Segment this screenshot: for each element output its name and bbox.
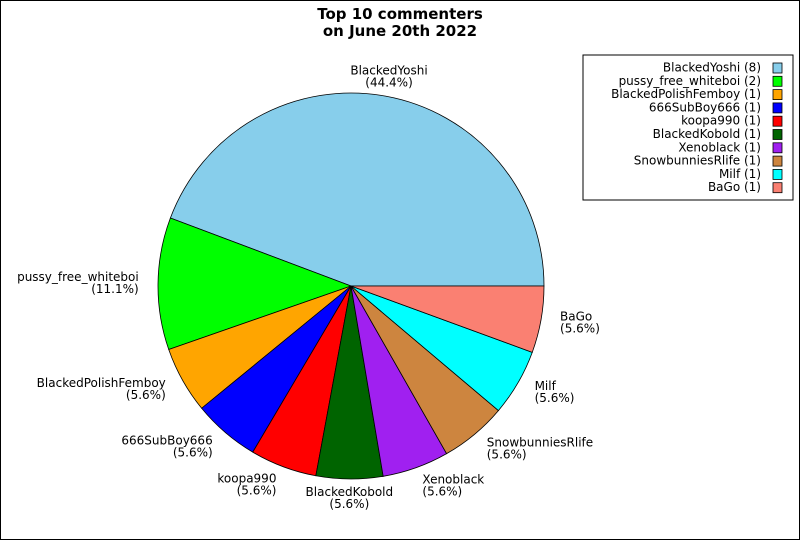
- legend-swatch: [772, 142, 783, 154]
- legend-label: BaGo (1): [708, 180, 761, 194]
- slice-value-label: (5.6%): [329, 497, 369, 511]
- legend-swatch: [772, 129, 783, 140]
- slice-label: koopa990: [217, 471, 276, 485]
- legend-label: Milf (1): [719, 167, 761, 181]
- slice-value-label: (5.6%): [560, 322, 600, 336]
- slice-label: pussy_free_whiteboi: [17, 270, 139, 284]
- slice-value-label: (5.6%): [535, 391, 575, 405]
- legend-label: Xenoblack (1): [678, 140, 761, 154]
- legend-label: 666SubBoy666 (1): [649, 100, 761, 114]
- legend-label: BlackedPolishFemboy (1): [611, 87, 761, 101]
- slice-value-label: (5.6%): [173, 446, 213, 460]
- legend-swatch: [772, 62, 783, 74]
- chart-title: Top 10 commenters on June 20th 2022: [317, 5, 483, 40]
- slice-value-label: (44.4%): [365, 76, 412, 90]
- slice-label: BlackedYoshi: [350, 64, 427, 78]
- legend-label: koopa990 (1): [681, 114, 761, 128]
- legend-label: pussy_free_whiteboi (2): [619, 74, 761, 88]
- slice-value-label: (5.6%): [422, 484, 462, 498]
- legend-swatch: [772, 115, 783, 127]
- legend-swatch: [772, 102, 783, 114]
- slice-value-label: (5.6%): [237, 483, 277, 497]
- slice-label: BlackedPolishFemboy: [37, 376, 166, 390]
- legend-box: [582, 54, 794, 201]
- slice-value-label: (5.6%): [487, 448, 527, 462]
- slice-label: SnowbunniesRlife: [487, 436, 593, 450]
- slice-value-label: (5.6%): [126, 388, 166, 402]
- slice-label: Milf: [535, 379, 557, 393]
- pie-slice: [169, 92, 545, 287]
- legend-swatch: [772, 155, 783, 167]
- slice-value-label: (11.1%): [91, 282, 138, 296]
- legend-swatch: [772, 168, 783, 180]
- legend-swatch: [772, 89, 783, 100]
- slice-label: BlackedKobold: [306, 485, 394, 499]
- legend-label: BlackedKobold (1): [653, 127, 761, 141]
- legend-swatch: [772, 182, 783, 194]
- legend-label: BlackedYoshi (8): [663, 61, 761, 75]
- legend-label: SnowbunniesRlife (1): [634, 154, 761, 168]
- legend-swatch: [772, 75, 783, 87]
- slice-label: BaGo: [560, 310, 592, 324]
- slice-label: Xenoblack: [422, 472, 484, 486]
- slice-label: 666SubBoy666: [121, 434, 212, 448]
- pie-slice: [350, 285, 545, 353]
- pie-slice: [157, 217, 353, 350]
